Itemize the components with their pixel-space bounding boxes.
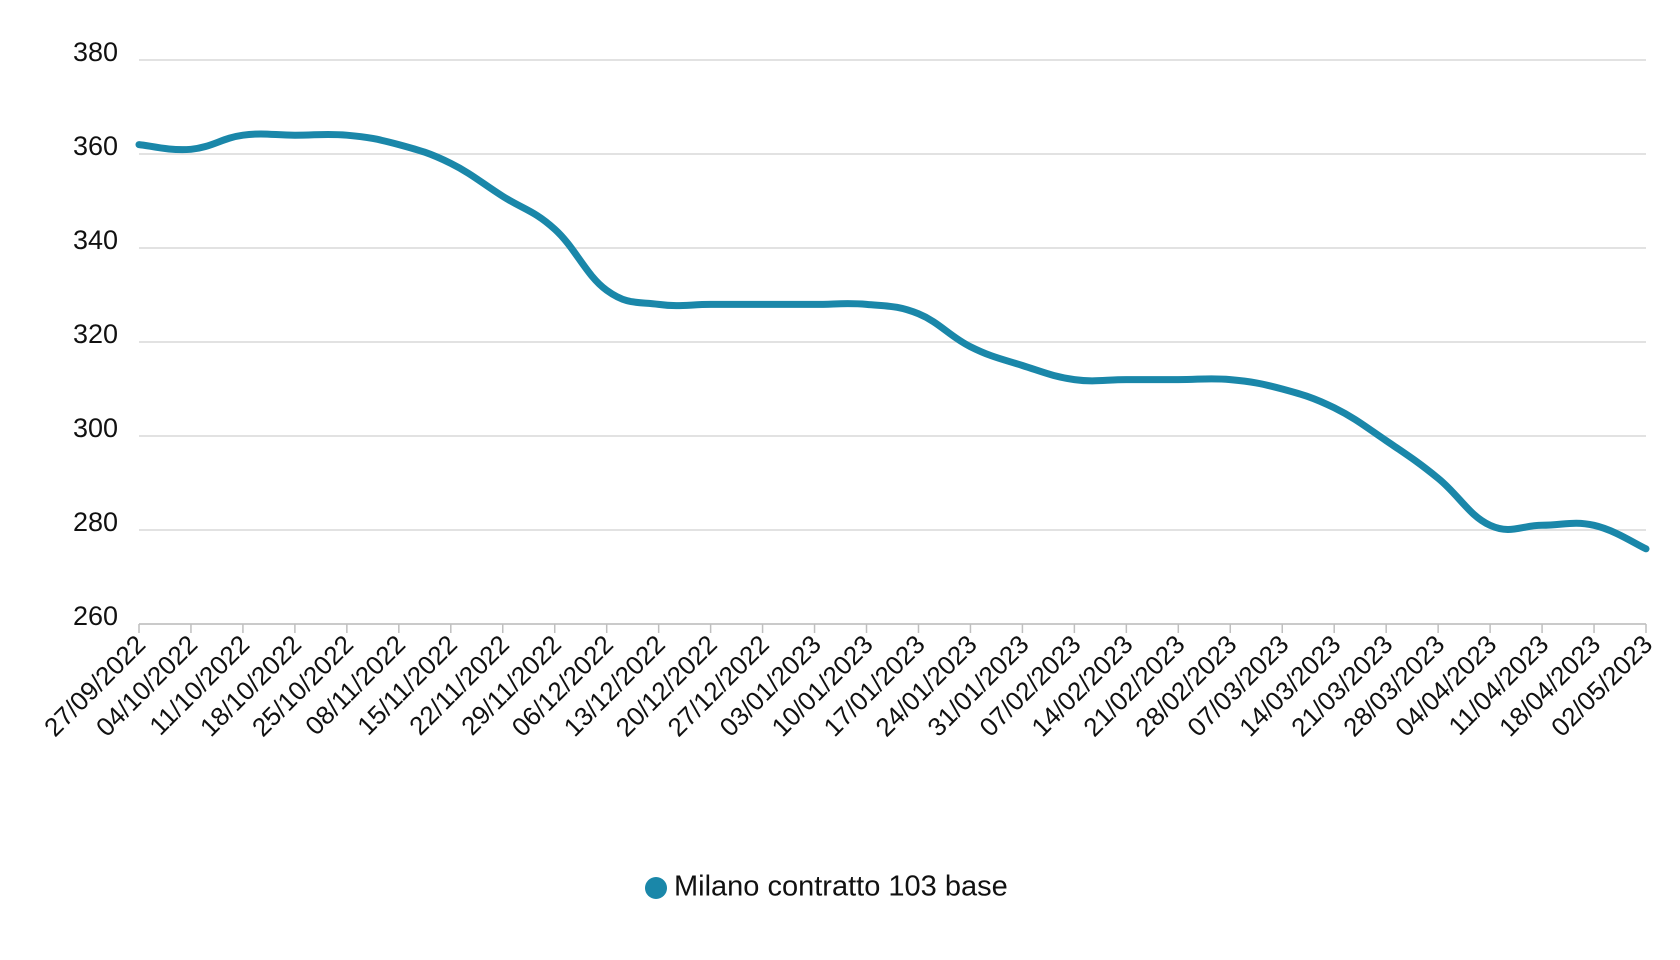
- line-series: [135, 130, 1650, 553]
- y-tick-label: 260: [73, 601, 118, 631]
- legend-label: Milano contratto 103 base: [674, 871, 1008, 903]
- legend-item: Milano contratto 103 base: [645, 871, 1008, 903]
- y-tick-label: 360: [73, 131, 118, 161]
- y-tick-label: 300: [73, 413, 118, 443]
- y-tick-label: 280: [73, 507, 118, 537]
- y-tick-label: 380: [73, 37, 118, 67]
- y-tick-label: 340: [73, 225, 118, 255]
- y-tick-label: 320: [73, 319, 118, 349]
- legend-swatch: [645, 877, 667, 899]
